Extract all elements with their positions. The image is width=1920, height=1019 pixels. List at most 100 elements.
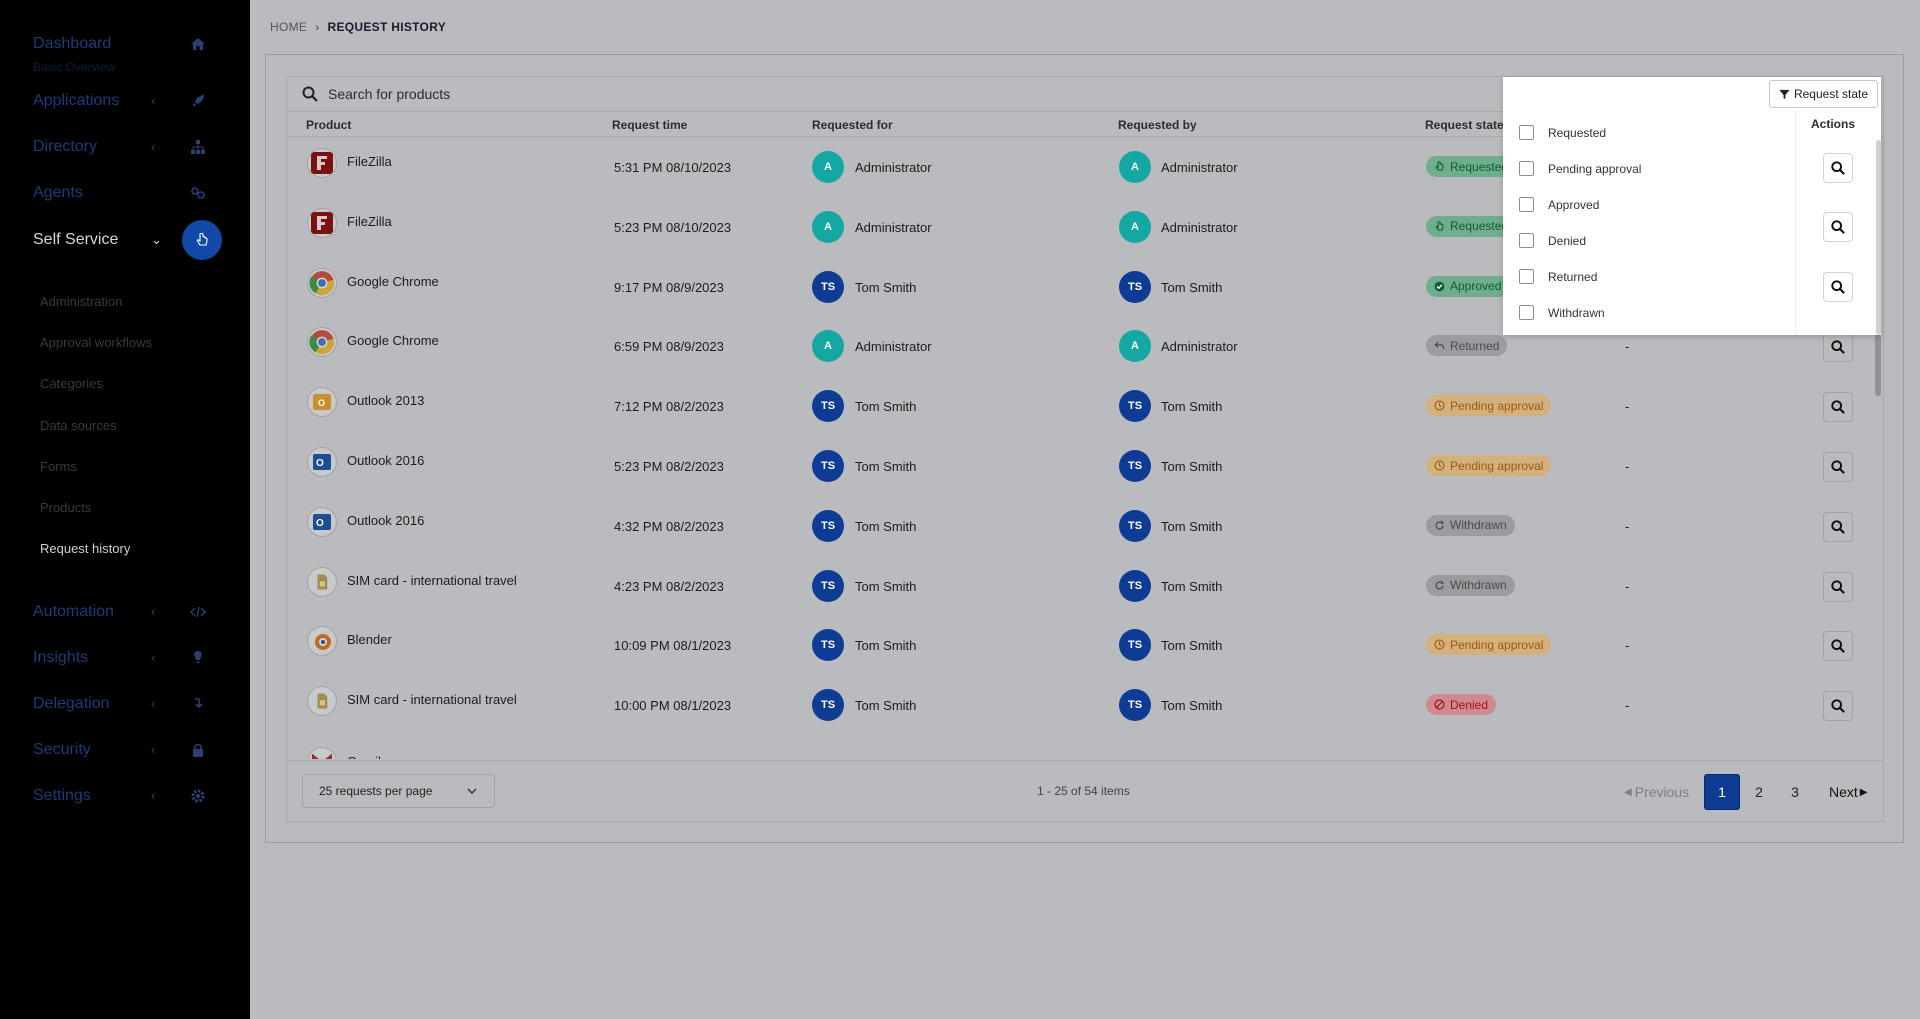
view-request-button[interactable] [1823,511,1853,542]
product-name[interactable]: Google Chrome [347,333,439,349]
table-row[interactable]: FileZilla 5:31 PM 08/10/2023 A Administrato… [287,137,1877,197]
status-label: Requested [1450,219,1509,234]
filter-option-returned[interactable]: Returned [1519,269,1597,284]
page-1-button[interactable]: 1 [1704,774,1740,810]
sidebar-item-insights[interactable]: Insights ‹ [33,638,233,678]
view-request-button[interactable] [1823,631,1853,662]
sidebar-sub-approval-workflows[interactable]: Approval workflows [40,335,152,350]
product-name[interactable]: Outlook 2016 [347,453,425,468]
sidebar-sub-request-history[interactable]: Request history [40,541,131,556]
product-name[interactable]: Blender [347,632,392,648]
search-icon [302,86,318,102]
sidebar-sub-categories[interactable]: Categories [40,376,103,391]
product-name[interactable]: FileZilla [347,154,392,169]
checkbox[interactable] [1519,233,1534,248]
table-row[interactable]: Blender 10:09 PM 08/1/2023 TS Tom Smith TS To… [287,615,1877,675]
sidebar-sub-forms[interactable]: Forms [40,459,77,474]
header-requested-by[interactable]: Requested by [1118,118,1197,132]
search-icon [1831,520,1845,534]
header-product[interactable]: Product [306,118,352,132]
filter-option-label: Requested [1548,125,1607,140]
product-name[interactable]: SIM card - international travel [347,692,517,708]
request-time: 6:59 PM 08/9/2023 [614,339,724,355]
table-row[interactable]: SIM card - international travel 4:23 PM 0… [287,556,1877,616]
product-name[interactable]: Google Chrome [347,273,439,289]
detail-value: - [1625,518,1630,534]
previous-page-button[interactable]: ◀ Previous [1624,774,1689,810]
next-page-button[interactable]: Next ▶ [1829,774,1868,810]
checkbox[interactable] [1519,305,1534,320]
breadcrumb-home[interactable]: HOME [270,20,308,34]
self-service-icon-button[interactable] [182,220,222,260]
filter-option-withdrawn[interactable]: Withdrawn [1519,305,1605,320]
status-badge: Approved [1426,275,1510,297]
product-name[interactable]: Outlook 2016 [347,512,425,528]
requested-by-name: Administrator [1161,160,1238,175]
sidebar-sub-products[interactable]: Products [40,500,92,515]
product-name[interactable]: SIM card - international travel [347,572,517,588]
view-request-button[interactable] [1823,153,1853,183]
checkbox[interactable] [1519,161,1534,176]
header-request-time[interactable]: Request time [612,118,688,132]
page-2-button[interactable]: 2 [1755,784,1763,800]
caret-right-icon: ▶ [1859,786,1868,798]
checkbox[interactable] [1519,197,1534,212]
status-label: Requested [1450,159,1509,174]
table-row[interactable]: O Outlook 2016 4:32 PM 08/2/2023 TS Tom Smit… [287,496,1877,556]
request-state-filter-button[interactable]: Request state [1769,80,1878,108]
sidebar-item-agents[interactable]: Agents [33,173,233,213]
view-request-button[interactable] [1823,272,1853,302]
product-name[interactable]: Outlook 2013 [347,393,425,409]
table-row[interactable]: O Outlook 2016 5:23 PM 08/2/2023 TS Tom Smit… [287,436,1877,496]
detail-value: - [1625,578,1630,594]
search-input[interactable]: Search for products [328,86,451,102]
view-request-button[interactable] [1823,212,1853,242]
request-time: 7:12 PM 08/2/2023 [614,399,724,415]
page-3-button[interactable]: 3 [1791,784,1799,800]
request-time: 5:23 PM 08/10/2023 [614,219,732,235]
sidebar-item-self-service[interactable]: Self Service ⌄ [33,220,233,260]
checkbox[interactable] [1519,125,1534,140]
checkbox[interactable] [1519,269,1534,284]
view-request-button[interactable] [1823,571,1853,602]
sidebar-item-applications[interactable]: Applications ‹ [33,81,233,121]
filter-option-denied[interactable]: Denied [1519,233,1586,248]
status-badge: Requested [1426,156,1517,177]
sidebar-item-security[interactable]: Security ‹ [33,730,233,770]
view-request-button[interactable] [1823,691,1853,722]
view-request-button[interactable] [1823,332,1853,363]
sidebar-sub-administration[interactable]: Administration [40,294,123,309]
requested-by-name: Tom Smith [1161,698,1223,714]
table-row[interactable]: SIM card - international travel 10:00 PM … [287,675,1877,735]
view-request-button[interactable] [1823,392,1853,423]
sidebar-item-dashboard[interactable]: Dashboard [33,24,233,64]
table-row[interactable]: Gmail [287,735,1877,759]
table-row[interactable]: Google Chrome 9:17 PM 08/9/2023 TS Tom Smit… [287,257,1877,317]
sidebar-sub-data-sources[interactable]: Data sources [40,418,117,433]
dropdown-scrollbar[interactable] [1876,140,1881,335]
product-name[interactable]: FileZilla [347,213,392,229]
sidebar-item-directory[interactable]: Directory ‹ [33,127,233,167]
header-request-state[interactable]: Request state [1425,118,1504,132]
filter-option-requested[interactable]: Requested [1519,125,1606,140]
table-row[interactable]: FileZilla 5:23 PM 08/10/2023 A Administrato… [287,197,1877,257]
view-request-button[interactable] [1823,452,1853,482]
per-page-value: 25 requests per page [319,784,433,798]
sidebar-item-delegation[interactable]: Delegation ‹ [33,684,233,724]
rocket-icon [192,95,204,107]
table-row[interactable]: Google Chrome 6:59 PM 08/9/2023 A Administr… [287,316,1877,376]
sidebar-item-automation[interactable]: Automation ‹ [33,592,233,632]
filter-option-pending-approval[interactable]: Pending approval [1519,161,1641,176]
search-icon [1831,460,1845,474]
sidebar-item-label: Dashboard [33,35,112,52]
table-row[interactable]: O Outlook 2013 7:12 PM 08/2/2023 TS Tom Smit… [287,376,1877,436]
detail-value: - [1625,339,1630,355]
sidebar-item-settings[interactable]: Settings ‹ [33,776,233,816]
per-page-select[interactable]: 25 requests per page [302,774,495,808]
header-requested-for[interactable]: Requested for [812,118,893,132]
search-bar[interactable]: Search for products [302,82,450,106]
status-label: Approved [1450,279,1502,294]
request-time: 5:31 PM 08/10/2023 [614,160,732,175]
product-name[interactable]: Gmail [347,754,381,759]
filter-option-approved[interactable]: Approved [1519,197,1599,212]
